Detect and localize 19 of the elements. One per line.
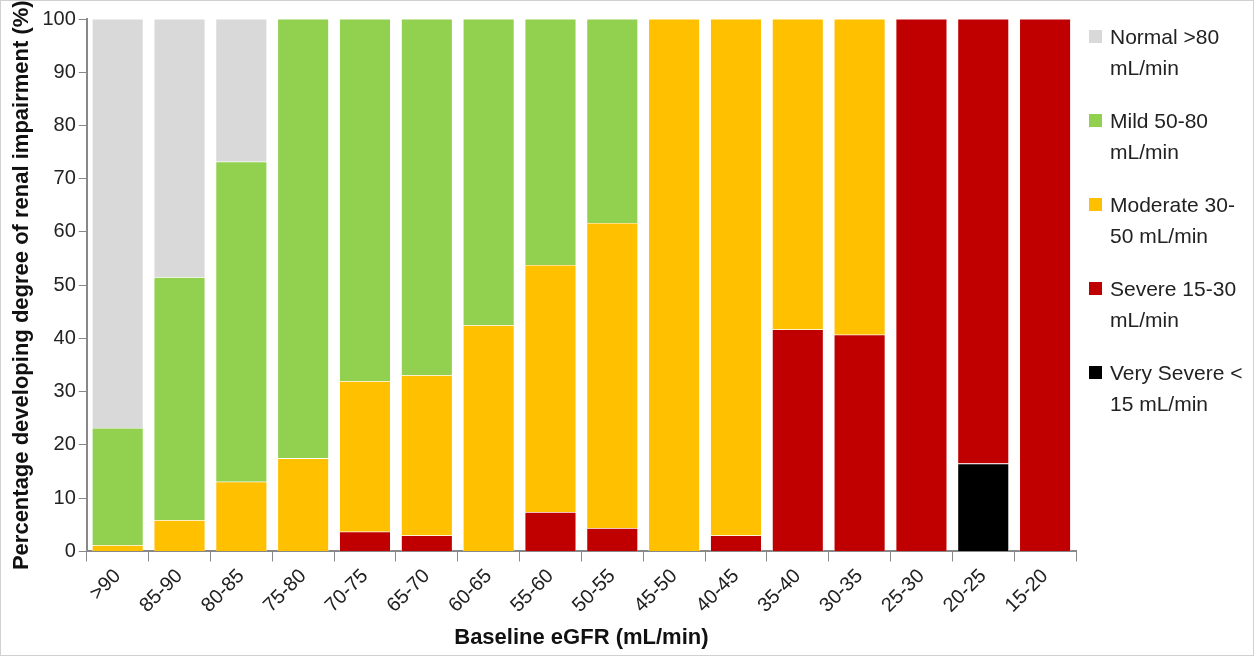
legend-label: Mild 50-80 mL/min	[1110, 108, 1210, 165]
legend-label: Moderate 30-50 mL/min	[1110, 192, 1236, 249]
legend-label: Very Severe < 15 mL/min	[1110, 360, 1244, 417]
y-tick-label: 80	[53, 113, 76, 136]
x-tick-label: >90	[84, 564, 125, 604]
y-tick-label: 60	[53, 219, 76, 242]
y-tick-label: 30	[53, 379, 76, 402]
y-tick-label: 20	[53, 432, 76, 455]
legend-label: Severe 15-30 mL/min	[1110, 276, 1238, 333]
y-tick-label: 40	[53, 325, 76, 348]
y-tick-label: 50	[53, 272, 76, 295]
y-tick-label: 10	[53, 485, 76, 508]
legend-label: Normal >80 mL/min	[1110, 24, 1221, 81]
y-tick-label: 90	[53, 59, 76, 82]
y-axis-title: Percentage developing degree of renal impairment (%)	[8, 0, 34, 571]
y-tick-label: 70	[53, 166, 76, 189]
x-axis-title: Baseline eGFR (mL/min)	[454, 623, 709, 649]
y-tick-label: 100	[42, 6, 76, 29]
y-tick-label: 0	[64, 538, 76, 561]
